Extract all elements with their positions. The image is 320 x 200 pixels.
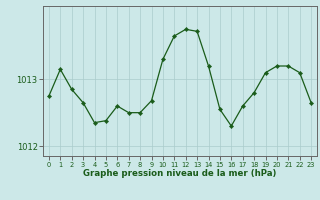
X-axis label: Graphe pression niveau de la mer (hPa): Graphe pression niveau de la mer (hPa)	[83, 169, 277, 178]
